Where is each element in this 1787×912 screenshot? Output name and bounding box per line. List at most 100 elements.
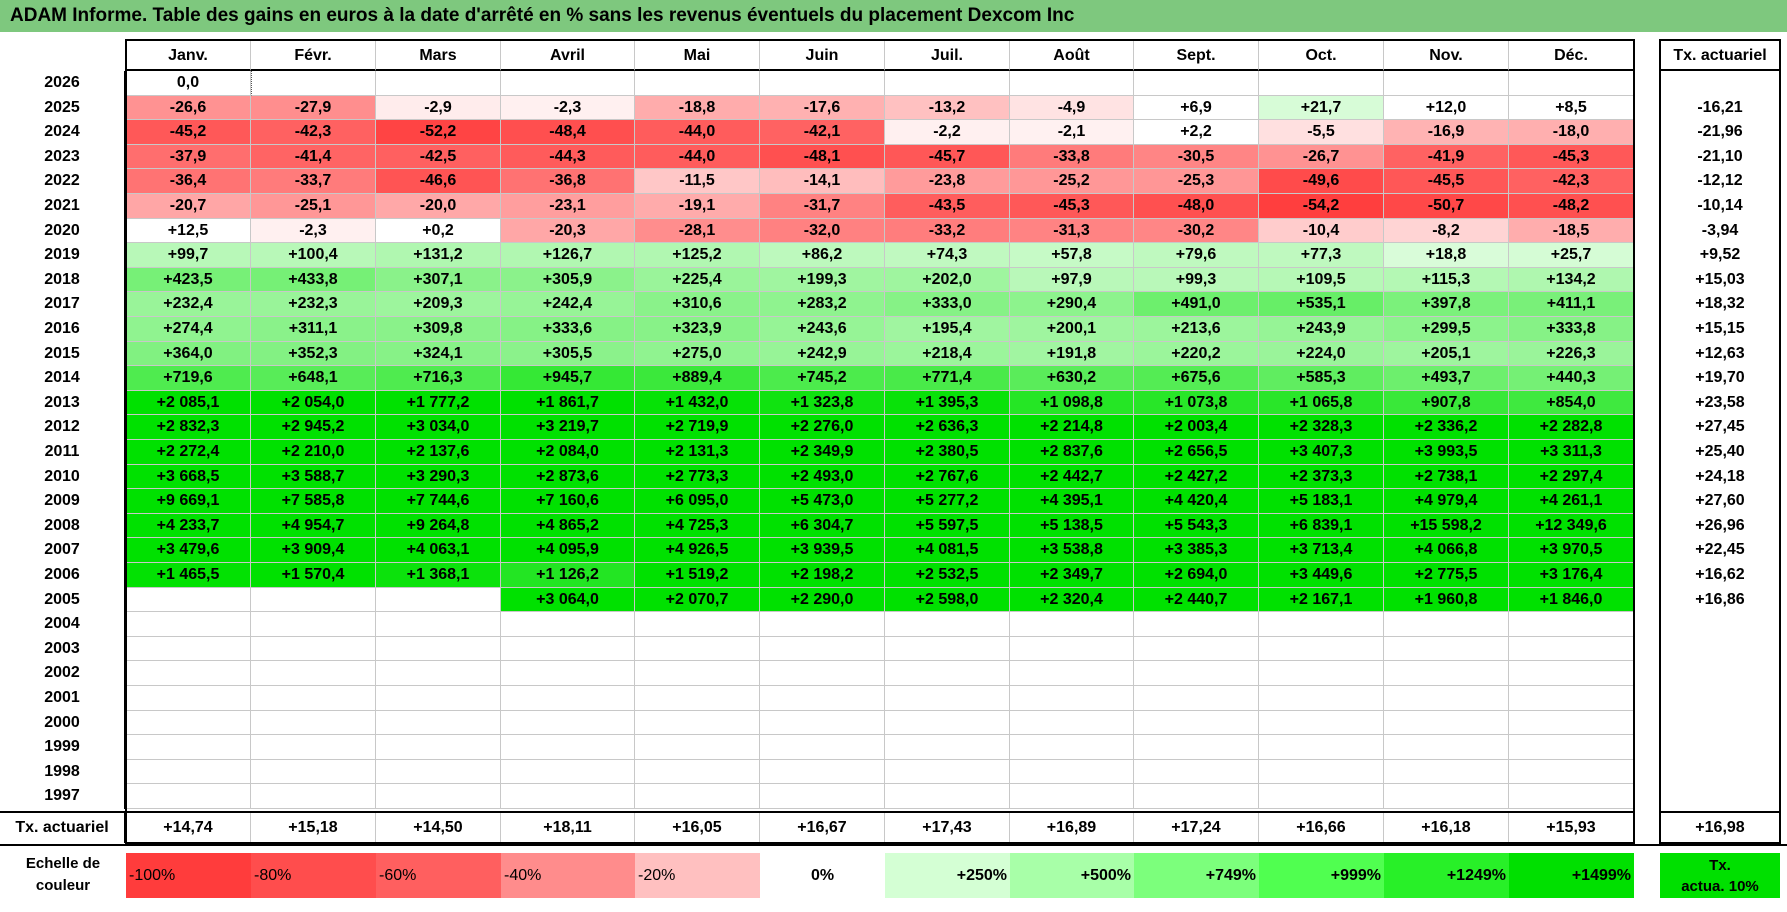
table-cell <box>635 612 760 637</box>
footer-divider <box>1660 811 1780 813</box>
table-cell: -41,9 <box>1384 144 1509 170</box>
tx-actuariel-value <box>1660 735 1780 760</box>
table-cell: +771,4 <box>885 366 1010 391</box>
table-cell: -19,1 <box>635 194 760 219</box>
table-cell <box>1384 612 1509 637</box>
footer-tx-value: +18,11 <box>501 812 635 843</box>
table-cell: -5,5 <box>1259 120 1384 145</box>
table-cell: +5 138,5 <box>1010 513 1134 539</box>
table-cell: +2 131,3 <box>635 440 760 465</box>
table-cell: +324,1 <box>376 341 501 367</box>
table-cell <box>885 735 1010 760</box>
table-cell: +2 276,0 <box>760 415 885 440</box>
tx-actuariel-value: +27,45 <box>1695 418 1745 436</box>
table-cell: +224,0 <box>1259 341 1384 367</box>
footer-tx-value: +16,66 <box>1259 812 1384 843</box>
table-cell: -37,9 <box>126 144 251 170</box>
table-cell <box>885 686 1010 711</box>
table-cell: +2 945,2 <box>251 415 376 440</box>
table-cell <box>376 784 501 809</box>
year-label: 1998 <box>0 759 126 785</box>
table-cell <box>251 612 376 637</box>
table-cell: +79,6 <box>1134 243 1259 268</box>
table-cell: +411,1 <box>1509 292 1634 317</box>
table-cell <box>1509 612 1634 637</box>
year-label: 2013 <box>0 390 126 416</box>
table-cell: -17,6 <box>760 95 885 121</box>
footer-tx-value: +16,89 <box>1010 812 1134 843</box>
table-cell: +323,9 <box>635 317 760 342</box>
table-cell: +5 277,2 <box>885 489 1010 514</box>
table-cell <box>1384 710 1509 736</box>
table-cell <box>1509 710 1634 736</box>
table-cell <box>635 710 760 736</box>
tx-actuariel-value <box>1660 661 1780 686</box>
year-label: 2021 <box>0 194 126 219</box>
tx-actuariel-value: -10,14 <box>1697 197 1743 214</box>
year-label: 2024 <box>0 120 126 145</box>
table-cell: +299,5 <box>1384 317 1509 342</box>
table-cell <box>251 710 376 736</box>
table-cell <box>501 636 635 662</box>
table-cell: +2 137,6 <box>376 440 501 465</box>
tx-actuariel-value: +27,60 <box>1695 492 1745 510</box>
table-cell: +125,2 <box>635 243 760 268</box>
table-cell: +5 543,3 <box>1134 513 1259 539</box>
table-cell: +1 073,8 <box>1134 390 1259 416</box>
table-cell <box>1134 686 1259 711</box>
table-cell: -18,5 <box>1509 218 1634 244</box>
table-cell: +232,4 <box>126 292 251 317</box>
table-cell: +57,8 <box>1010 243 1134 268</box>
table-cell: +1 432,0 <box>635 390 760 416</box>
table-cell: +134,2 <box>1509 267 1634 293</box>
table-cell: -14,1 <box>760 169 885 194</box>
table-cell: +4 865,2 <box>501 513 635 539</box>
table-cell: +2 442,7 <box>1010 464 1134 490</box>
year-label: 1999 <box>0 735 126 760</box>
table-cell: +5 597,5 <box>885 513 1010 539</box>
table-cell: +3 385,3 <box>1134 538 1259 563</box>
table-cell: +4 979,4 <box>1384 489 1509 514</box>
tx-actuariel-value <box>1660 760 1780 785</box>
table-cell: +4 926,5 <box>635 538 760 563</box>
year-label: 2004 <box>0 612 126 637</box>
table-cell: +2 070,7 <box>635 587 760 613</box>
table-cell: +3 064,0 <box>501 587 635 613</box>
legend-swatch: -100% <box>126 853 251 898</box>
table-cell: +1 861,7 <box>501 390 635 416</box>
table-cell: +2 380,5 <box>885 440 1010 465</box>
year-label: 2006 <box>0 563 126 588</box>
table-cell <box>376 735 501 760</box>
table-cell <box>760 735 885 760</box>
table-cell: +2 210,0 <box>251 440 376 465</box>
legend-tx-line2: actua. 10% <box>1681 878 1759 895</box>
table-cell <box>885 759 1010 785</box>
table-cell: +1 777,2 <box>376 390 501 416</box>
table-cell: +1 465,5 <box>126 563 251 588</box>
table-cell <box>1010 710 1134 736</box>
table-cell <box>126 710 251 736</box>
table-cell: +6 839,1 <box>1259 513 1384 539</box>
table-cell: +854,0 <box>1509 390 1634 416</box>
table-cell: +1 065,8 <box>1259 390 1384 416</box>
table-cell: -46,6 <box>376 169 501 194</box>
table-cell: -25,2 <box>1010 169 1134 194</box>
tx-actuariel-value: -21,10 <box>1697 147 1743 165</box>
table-cell: -42,1 <box>760 120 885 145</box>
table-cell: +242,4 <box>501 292 635 317</box>
table-cell <box>376 636 501 662</box>
table-cell: +585,3 <box>1259 366 1384 391</box>
table-cell: +7 160,6 <box>501 489 635 514</box>
table-cell: +4 081,5 <box>885 538 1010 563</box>
table-cell: +3 479,6 <box>126 538 251 563</box>
table-cell <box>376 661 501 686</box>
table-cell: +305,9 <box>501 267 635 293</box>
table-cell: -33,7 <box>251 169 376 194</box>
table-cell: +2 167,1 <box>1259 587 1384 613</box>
table-cell: +719,6 <box>126 366 251 391</box>
table-cell: -28,1 <box>635 218 760 244</box>
table-cell <box>126 587 251 613</box>
table-cell <box>1010 636 1134 662</box>
table-cell <box>501 710 635 736</box>
table-cell <box>251 759 376 785</box>
